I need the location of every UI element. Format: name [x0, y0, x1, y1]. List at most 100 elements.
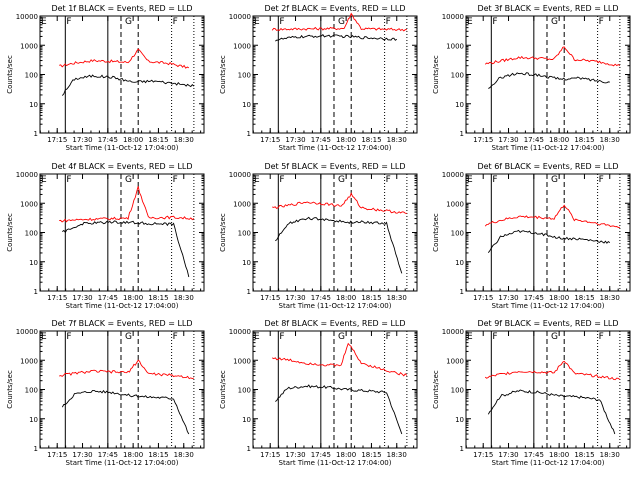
panel-7-xtick-label: 17:45 — [98, 451, 118, 459]
panel-1-marker-F: F — [66, 17, 71, 27]
panel-4-ytick-label: 10 — [29, 259, 38, 267]
panel-8-xlabel: Start Time (11-Oct-12 17:04:00) — [279, 459, 392, 467]
panel-3-title: Det 3f BLACK = Events, RED = LLD — [477, 4, 618, 13]
panel-9-xtick-label: 18:15 — [574, 451, 594, 459]
panel-7-title: Det 7f BLACK = Events, RED = LLD — [51, 319, 192, 328]
panel-6-ytick-label: 10 — [455, 259, 464, 267]
panel-1-xtick-label: 18:00 — [123, 136, 143, 144]
panel-5-xtick-label: 17:30 — [285, 294, 305, 302]
panel-2-ytick-label: 10 — [242, 101, 251, 109]
panel-1-ytick-label: 1000 — [20, 42, 38, 50]
panel-5-frame — [252, 173, 418, 292]
panel-2-ytick-label: 1000 — [233, 42, 251, 50]
panel-3-xtick-label: 18:15 — [574, 136, 594, 144]
panel-6-xlabel: Start Time (11-Oct-12 17:04:00) — [492, 302, 605, 310]
panel-5-title: Det 5f BLACK = Events, RED = LLD — [264, 162, 405, 171]
panel-8-ytick-label: 1000 — [233, 357, 251, 365]
panel-7-xtick-label: 18:15 — [148, 451, 168, 459]
panel-1-xtick-label: 17:45 — [98, 136, 118, 144]
panel-1-xtick-label: 18:15 — [148, 136, 168, 144]
panel-1-xlabel: Start Time (11-Oct-12 17:04:00) — [66, 144, 179, 152]
panel-3-ytick-label: 1000 — [446, 42, 464, 50]
panel-2-frame — [252, 15, 418, 134]
panel-8-xtick-label: 18:15 — [361, 451, 381, 459]
panel-1-marker-G: G — [125, 17, 132, 27]
panel-6-series-events — [487, 229, 611, 253]
panel-8-marker-G: G — [338, 332, 345, 342]
panel-8-ytick-label: 10000 — [229, 328, 251, 336]
panel-4-xtick-label: 17:45 — [98, 294, 118, 302]
panel-9-ytick-label: 10000 — [442, 328, 464, 336]
panel-4-series-lld — [59, 186, 195, 223]
panel-3-xtick-label: 18:00 — [549, 136, 569, 144]
panel-9-ytick-label: 10 — [455, 416, 464, 424]
panel-3-marker-G: G — [551, 17, 558, 27]
panel-2-title: Det 2f BLACK = Events, RED = LLD — [264, 4, 405, 13]
panel-4-ytick-label: 1000 — [20, 200, 38, 208]
panel-4-xtick-label: 18:00 — [123, 294, 143, 302]
panel-7-ytick-label: 10 — [29, 416, 38, 424]
panel-2-series-lld — [271, 12, 407, 32]
panel-4-marker-G: G — [125, 175, 132, 185]
panel-5-series-lld — [272, 192, 407, 214]
panel-4-title: Det 4f BLACK = Events, RED = LLD — [51, 162, 192, 171]
panel-3-xtick-label: 17:15 — [473, 136, 493, 144]
panel-8-series-events — [275, 384, 403, 435]
panel-9-ylabel: Counts/sec — [432, 370, 440, 409]
panel-2-ytick-label: 1 — [247, 130, 251, 138]
panel-9-marker-G: G — [551, 332, 558, 342]
panel-2-xlabel: Start Time (11-Oct-12 17:04:00) — [279, 144, 392, 152]
panel-6-marker-E: E — [467, 175, 473, 185]
panel-6-xtick-label: 18:30 — [600, 294, 620, 302]
panel-1-ytick-label: 10000 — [16, 13, 38, 21]
panel-8-xtick-label: 17:15 — [260, 451, 280, 459]
panel-2-xtick-label: 17:15 — [260, 136, 280, 144]
panel-4-xlabel: Start Time (11-Oct-12 17:04:00) — [66, 302, 179, 310]
panel-9-frame — [465, 330, 631, 449]
panel-3-marker-F: F — [492, 17, 497, 27]
panel-8-xtick-label: 17:45 — [311, 451, 331, 459]
panel-5-xtick-label: 18:00 — [336, 294, 356, 302]
panel-4-ytick-label: 10000 — [16, 171, 38, 179]
panel-2-ytick-label: 100 — [238, 72, 251, 80]
panel-3-xtick-label: 17:30 — [498, 136, 518, 144]
panel-7-series-events — [61, 389, 190, 435]
panel-7-ylabel: Counts/sec — [6, 370, 14, 409]
panel-2-xtick-label: 18:00 — [336, 136, 356, 144]
panel-2-xtick-label: 18:30 — [387, 136, 407, 144]
panel-7-marker-E: E — [41, 332, 47, 342]
panel-1-xtick-label: 17:15 — [47, 136, 67, 144]
panel-9-series-lld — [484, 360, 621, 381]
panel-9-xtick-label: 18:00 — [549, 451, 569, 459]
panel-7-xlabel: Start Time (11-Oct-12 17:04:00) — [66, 459, 179, 467]
panel-6-xtick-label: 17:45 — [524, 294, 544, 302]
panel-2-ytick-label: 10000 — [229, 13, 251, 21]
panel-7-xtick-label: 18:00 — [123, 451, 143, 459]
panel-2-ylabel: Counts/sec — [219, 55, 227, 94]
panel-9-marker-F: F — [599, 332, 604, 342]
panel-9-xtick-label: 17:45 — [524, 451, 544, 459]
panel-1-frame — [39, 15, 205, 134]
panel-6-xtick-label: 18:00 — [549, 294, 569, 302]
panel-6-title: Det 6f BLACK = Events, RED = LLD — [477, 162, 618, 171]
panel-5-xtick-label: 17:15 — [260, 294, 280, 302]
panel-8-title: Det 8f BLACK = Events, RED = LLD — [264, 319, 405, 328]
panel-9-marker-E: E — [467, 332, 473, 342]
panel-5-ytick-label: 10000 — [229, 171, 251, 179]
panel-3-marker-E: E — [467, 17, 473, 27]
panel-5-ytick-label: 1000 — [233, 200, 251, 208]
panel-8-frame — [252, 330, 418, 449]
panel-7-marker-F: F — [173, 332, 178, 342]
panel-9-ytick-label: 1000 — [446, 357, 464, 365]
panel-4-xtick-label: 18:30 — [174, 294, 194, 302]
panel-1-ytick-label: 1 — [34, 130, 38, 138]
panel-8-xtick-label: 17:30 — [285, 451, 305, 459]
panel-1-series-events — [61, 74, 195, 96]
panel-4-xtick-label: 18:15 — [148, 294, 168, 302]
panel-8-series-lld — [271, 342, 408, 377]
panel-6-xtick-label: 18:15 — [574, 294, 594, 302]
panel-2-marker-F: F — [279, 17, 284, 27]
panel-4-series-events — [62, 220, 190, 278]
panel-1-ylabel: Counts/sec — [6, 55, 14, 94]
